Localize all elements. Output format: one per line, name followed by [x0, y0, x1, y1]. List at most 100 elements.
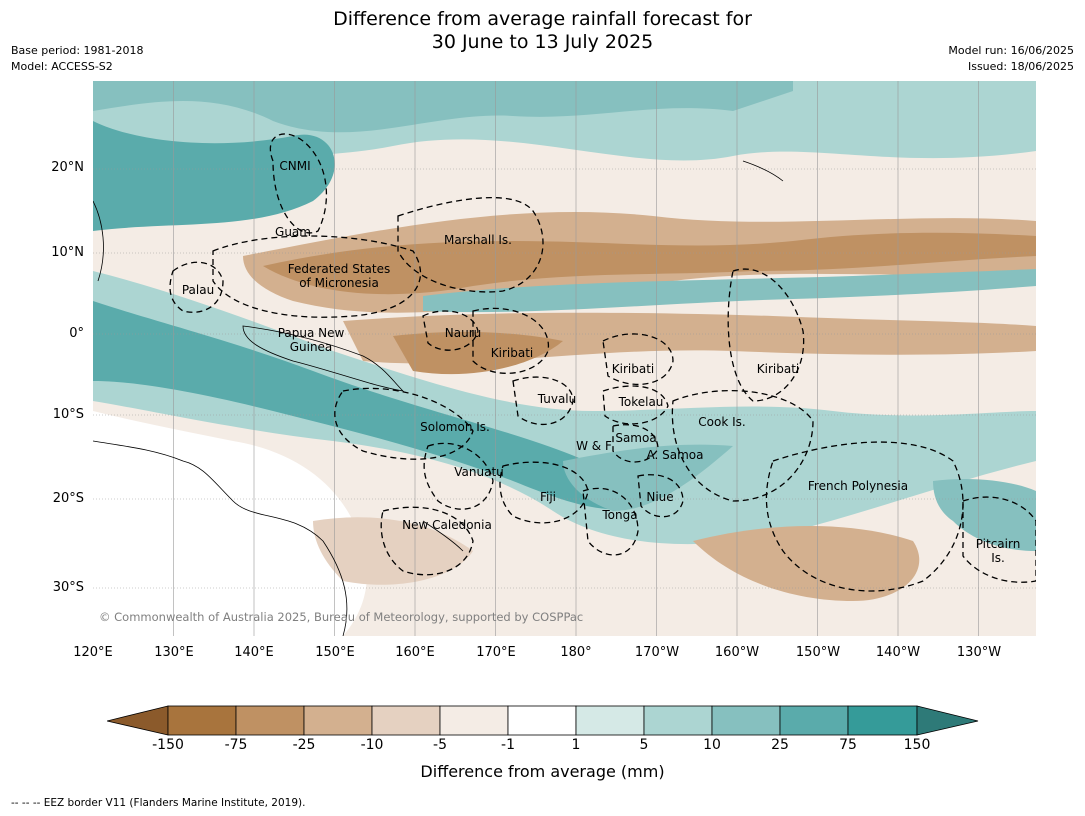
colorbar-label: -5 [433, 737, 447, 753]
region-label: Tokelau [618, 395, 664, 409]
eez-tuvalu [512, 376, 574, 425]
colorbar-swatch [167, 705, 237, 736]
colorbar-swatch [303, 705, 373, 736]
region-label: Marshall Is. [444, 233, 512, 247]
eez-samoa [612, 424, 659, 463]
lon-label: 120°E [73, 645, 113, 660]
eez-niue [637, 474, 684, 518]
eez-fsm [212, 235, 422, 318]
eez-cook-islands [671, 390, 814, 502]
colorbar-swatch-above [916, 705, 979, 736]
colorbar-swatch [439, 705, 509, 736]
teal-area-melanesia [93, 271, 1036, 545]
region-label: A. Samoa [646, 448, 704, 462]
teal-core-png [93, 301, 653, 510]
region-label: New Caledonia [402, 518, 492, 532]
eez-palau [169, 261, 224, 313]
colorbar-swatch [371, 705, 441, 736]
region-label: Pitcairn Is. [975, 537, 1021, 565]
brown-patch-southeast [693, 526, 920, 601]
colorbar-swatch [575, 705, 645, 736]
lon-label: 150°W [795, 645, 841, 660]
coast-australia [93, 440, 348, 636]
eez-footnote: -- -- -- EEZ border V11 (Flanders Marine… [11, 797, 306, 809]
coast-new-guinea [242, 325, 405, 392]
region-label: Vanuatu [454, 465, 504, 479]
region-label: Tuvalu [537, 392, 577, 406]
meta-left: Base period: 1981-2018 Model: ACCESS-S2 [11, 43, 143, 75]
region-label: Kiribati [611, 362, 655, 376]
graticule [93, 81, 1036, 636]
eez-tokelau [602, 385, 669, 425]
eez-cnmi [269, 133, 328, 234]
lat-label: 30°S [52, 580, 84, 595]
colorbar-label: -1 [501, 737, 515, 753]
region-label: CNMI [279, 159, 311, 173]
lat-label: 20°S [52, 491, 84, 506]
lon-label: 170°E [476, 645, 516, 660]
teal-core-fiji [563, 444, 733, 511]
region-label: Kiribati [490, 346, 534, 360]
colorbar-label: 25 [771, 737, 789, 753]
colorbar-swatch [235, 705, 305, 736]
colorbar-label: 1 [571, 737, 581, 753]
region-label: Nauru [444, 326, 482, 340]
brown-core-nauru [393, 331, 563, 375]
lon-label: 160°E [395, 645, 435, 660]
region-label: Niue [646, 490, 674, 504]
lat-label: 20°N [51, 160, 84, 175]
model-name: Model: ACCESS-S2 [11, 60, 113, 73]
issued-date: Issued: 18/06/2025 [967, 60, 1074, 73]
lat-label: 10°S [52, 407, 84, 422]
colorbar-label: 10 [703, 737, 721, 753]
teal-band-north-core [93, 81, 793, 133]
colorbar-label: -25 [292, 737, 316, 753]
meta-right: Model run: 16/06/2025 Issued: 18/06/2025 [948, 43, 1074, 75]
lat-label: 10°N [51, 245, 84, 260]
coast-philippines [93, 200, 104, 282]
copyright-notice: © Commonwealth of Australia 2025, Bureau… [99, 610, 584, 624]
chart-title: Difference from average rainfall forecas… [0, 8, 1085, 54]
eez-french-polynesia [765, 441, 964, 592]
colorbar-swatch [847, 705, 918, 736]
lon-label: 180° [560, 645, 592, 660]
coast-new-caledonia [422, 520, 464, 552]
eez-nauru [422, 310, 479, 351]
lon-label: 160°W [714, 645, 760, 660]
coastlines [93, 160, 784, 636]
colorbar-swatch [711, 705, 781, 736]
title-line-2: 30 June to 13 July 2025 [431, 31, 654, 53]
model-run: Model run: 16/06/2025 [948, 44, 1074, 57]
region-label: Fiji [539, 490, 557, 504]
colorbar-label: 75 [839, 737, 857, 753]
brown-band-itcz-core [263, 232, 1036, 295]
eez-tonga [582, 487, 639, 556]
coast-hawaii [742, 160, 784, 182]
lat-label: 0° [69, 326, 84, 341]
rainfall-map: CNMI Guam Marshall Is. Federated States … [93, 81, 1036, 636]
lon-label: 150°E [315, 645, 355, 660]
rainfall-field [93, 81, 1036, 636]
colorbar-swatch [507, 705, 577, 736]
colorbar [107, 705, 979, 736]
teal-patch-pitcairn [933, 479, 1036, 551]
eez-kiribati-phoenix [602, 333, 674, 386]
brown-patch-tasman [313, 517, 473, 585]
region-label: Tonga [602, 508, 638, 522]
lon-label: 140°W [875, 645, 921, 660]
lon-label: 130°E [154, 645, 194, 660]
region-label: Papua New Guinea [277, 326, 345, 354]
teal-core-west [93, 121, 335, 231]
region-label: Palau [181, 283, 215, 297]
region-label: Samoa [615, 431, 657, 445]
lon-label: 140°E [234, 645, 274, 660]
lon-label: 170°W [634, 645, 680, 660]
region-label: Solomon Is. [420, 420, 490, 434]
eez-fiji [499, 461, 589, 524]
region-label: Kiribati [756, 362, 800, 376]
colorbar-label: -10 [360, 737, 384, 753]
australia-land [93, 411, 367, 636]
base-period: Base period: 1981-2018 [11, 44, 144, 57]
colorbar-swatch [779, 705, 849, 736]
title-line-1: Difference from average rainfall forecas… [333, 8, 752, 30]
